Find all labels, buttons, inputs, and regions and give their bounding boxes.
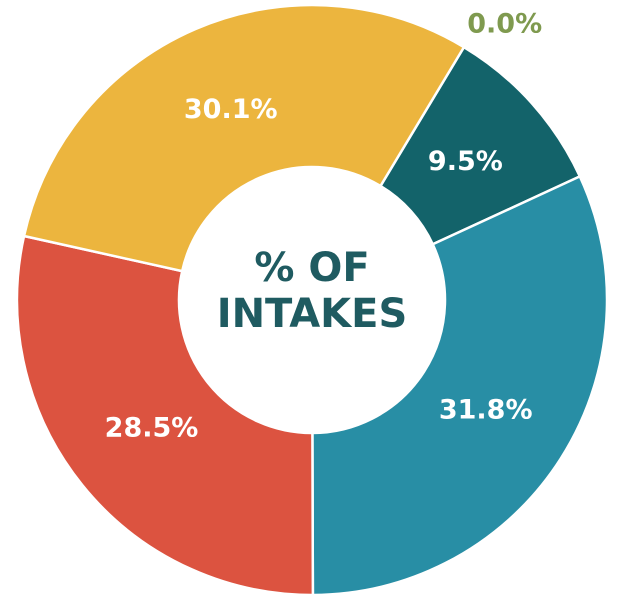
value-label: 9.5%	[428, 146, 503, 177]
value-label: 0.0%	[467, 8, 542, 39]
value-label: 31.8%	[439, 394, 533, 425]
slice	[22, 3, 466, 273]
slice	[311, 174, 609, 595]
chart-title: % OF INTAKES	[216, 245, 408, 337]
slice	[15, 234, 315, 595]
value-label: 28.5%	[105, 413, 199, 444]
value-label: 30.1%	[184, 94, 278, 125]
